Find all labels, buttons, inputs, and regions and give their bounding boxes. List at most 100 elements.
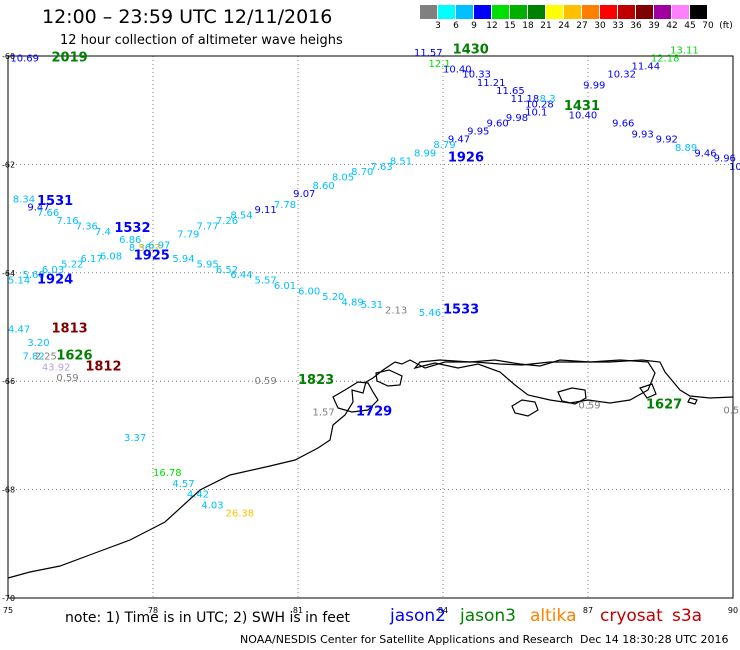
colorbar-label: 33 xyxy=(612,21,624,31)
wave-height-value: 2.13 xyxy=(385,305,407,316)
satellite-legend-item: jason2 xyxy=(390,606,446,626)
wave-height-value: 5.46 xyxy=(419,308,441,319)
colorbar-label: 24 xyxy=(558,21,570,31)
colorbar-label: 45 xyxy=(684,21,696,31)
wave-height-value: 5.31 xyxy=(361,300,383,311)
wave-height-value: 11.57 xyxy=(414,48,443,59)
y-tick-label: -62 xyxy=(2,160,15,169)
wave-height-value: 9.95 xyxy=(467,127,489,138)
wave-height-value: 6.44 xyxy=(230,270,252,281)
wave-height-value: 6.01 xyxy=(274,281,296,292)
wave-height-value: 0.59 xyxy=(255,376,277,387)
wave-height-value: 7.63 xyxy=(371,162,393,173)
wave-height-value: 9.93 xyxy=(632,129,654,140)
wave-height-value: 10.69 xyxy=(10,53,39,64)
wave-height-value: 6.08 xyxy=(100,251,122,262)
wave-height-value: 7.66 xyxy=(37,208,59,219)
wave-height-value: 7.26 xyxy=(216,216,238,227)
wave-height-value: 9.92 xyxy=(656,135,678,146)
y-tick-label: -68 xyxy=(2,486,15,495)
colorbar-swatch xyxy=(492,5,509,19)
colorbar-label: (ft) xyxy=(719,21,733,31)
wave-height-value: 4.57 xyxy=(172,479,194,490)
wave-height-value: 4.03 xyxy=(201,501,223,512)
wave-height-value: 10.40 xyxy=(443,64,472,75)
wave-height-value: 3.37 xyxy=(124,433,146,444)
colorbar-label: 70 xyxy=(702,21,714,31)
wave-height-value: 5.60 xyxy=(23,270,45,281)
wave-height-value: 4.42 xyxy=(187,490,209,501)
y-tick-label: -66 xyxy=(2,377,15,386)
colorbar-label: 39 xyxy=(648,21,660,31)
wave-height-value: 6.00 xyxy=(298,286,320,297)
wave-height-value: 5.22 xyxy=(61,259,83,270)
pass-time-label: 1430 xyxy=(453,42,489,57)
wave-height-value: 11.44 xyxy=(632,62,661,73)
colorbar-swatch xyxy=(456,5,473,19)
wave-height-value: 8.60 xyxy=(313,181,335,192)
wave-height-value: 7.78 xyxy=(274,200,296,211)
wave-height-value: 9.46 xyxy=(694,148,716,159)
wave-height-value: 10.32 xyxy=(607,70,636,81)
colorbar-label: 42 xyxy=(666,21,678,31)
wave-height-value: 9.47 xyxy=(448,135,470,146)
x-tick-label: 84 xyxy=(438,606,448,615)
wave-height-value: 4.47 xyxy=(8,324,30,335)
satellite-legend-item: cryosat xyxy=(600,606,663,626)
wave-height-value: 8.3 xyxy=(540,94,556,105)
colorbar-label: 27 xyxy=(576,21,588,31)
colorbar-label: 18 xyxy=(522,21,534,31)
wave-height-value: 8.36 xyxy=(129,243,151,254)
colorbar-label: 9 xyxy=(471,21,477,31)
wave-height-value: 0.59 xyxy=(578,400,600,411)
x-tick-label: 90 xyxy=(728,606,738,615)
y-tick-label: -64 xyxy=(2,269,15,278)
wave-height-value: 11.21 xyxy=(477,78,506,89)
wave-height-value: 3.20 xyxy=(27,338,49,349)
x-tick-label: 81 xyxy=(293,606,303,615)
wave-height-value: 9.96 xyxy=(714,154,736,165)
wave-height-value: 7.4 xyxy=(95,227,111,238)
wave-height-value: 10.33 xyxy=(462,70,491,81)
wave-height-value: 9.07 xyxy=(293,189,315,200)
coastline xyxy=(7,359,734,579)
wave-height-value: 4.89 xyxy=(342,297,364,308)
pass-time-label: 1729 xyxy=(356,404,392,419)
wave-height-value: 2.25 xyxy=(35,352,57,363)
wave-height-value: 5.20 xyxy=(322,292,344,303)
pass-time-label: 1532 xyxy=(114,221,150,236)
colorbar-swatch xyxy=(564,5,581,19)
wave-height-value: 8.54 xyxy=(230,211,252,222)
colorbar-swatch xyxy=(690,5,707,19)
colorbar-swatch xyxy=(420,5,437,19)
pass-time-label: 1431 xyxy=(564,99,600,114)
wave-height-value: 6.86 xyxy=(119,235,141,246)
x-tick-label: 78 xyxy=(148,606,158,615)
generation-timestamp: Dec 14 18:30:28 UTC 2016 xyxy=(580,633,729,646)
wave-height-value: 8.79 xyxy=(433,140,455,151)
colorbar-label: 15 xyxy=(504,21,516,31)
wave-height-value: 9.47 xyxy=(27,202,49,213)
wave-height-value: 0.59 xyxy=(723,406,740,417)
wave-height-value: 8.99 xyxy=(414,148,436,159)
wave-height-value: 7.79 xyxy=(177,230,199,241)
wave-height-value: 7.77 xyxy=(197,221,219,232)
credit-line: NOAA/NESDIS Center for Satellite Applica… xyxy=(240,633,574,646)
wave-height-value: 8.70 xyxy=(351,167,373,178)
wave-height-value: 6.97 xyxy=(148,240,170,251)
wave-height-value: 1.57 xyxy=(313,407,335,418)
colorbar-label: 12 xyxy=(486,21,498,31)
map-frame xyxy=(7,55,734,599)
wave-height-value: 43.92 xyxy=(42,362,71,373)
wave-height-value: 5.14 xyxy=(8,276,30,287)
wave-height-value: 10.28 xyxy=(525,99,554,110)
wave-height-value: 5.97 xyxy=(139,243,161,254)
map-subtitle: 12 hour collection of altimeter wave hei… xyxy=(60,33,343,48)
wave-height-value: 9.98 xyxy=(506,113,528,124)
pass-time-label: 2019 xyxy=(52,50,88,65)
colorbar-label: 30 xyxy=(594,21,606,31)
wave-height-value: 7.16 xyxy=(56,216,78,227)
map-note: note: 1) Time is in UTC; 2) SWH is in fe… xyxy=(65,610,351,626)
wave-height-value: 6.52 xyxy=(216,265,238,276)
